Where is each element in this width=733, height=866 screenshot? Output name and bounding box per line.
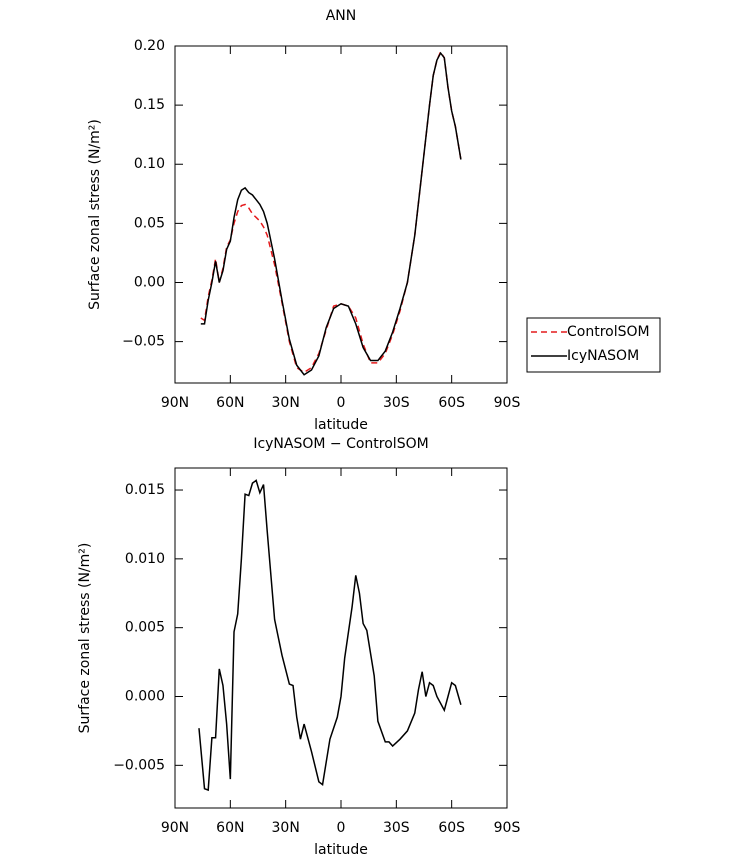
y-tick-label: 0.05 <box>134 215 165 231</box>
y-tick-label: 0.15 <box>134 97 165 113</box>
x-tick-label: 30S <box>383 820 410 836</box>
plot-frame <box>174 45 508 384</box>
x-tick-label: 90N <box>161 395 189 411</box>
legend-box <box>526 317 661 373</box>
data-line <box>198 479 462 792</box>
x-tick-label: 90N <box>161 820 189 836</box>
legend-label: ControlSOM <box>567 324 650 340</box>
x-tick-label: 60N <box>216 820 244 836</box>
y-tick-label: 0.20 <box>134 38 165 54</box>
x-tick-label: 0 <box>337 820 346 836</box>
y-tick-label: 0.010 <box>125 551 165 567</box>
y-tick-label: −0.05 <box>122 334 165 350</box>
plot-frame <box>174 467 508 809</box>
y-tick-label: 0.00 <box>134 274 165 290</box>
x-tick-label: 90S <box>494 820 521 836</box>
y-tick-label: 0.015 <box>125 482 165 498</box>
y-axis-label: Surface zonal stress (N/m²) <box>77 543 93 734</box>
x-tick-label: 30N <box>272 820 300 836</box>
legend-label: IcyNASOM <box>567 348 639 364</box>
x-tick-label: 60S <box>438 820 465 836</box>
x-axis-label: latitude <box>314 842 368 858</box>
y-tick-label: 0.000 <box>125 689 165 705</box>
y-axis-label: Surface zonal stress (N/m²) <box>87 119 103 310</box>
x-tick-label: 60S <box>438 395 465 411</box>
y-tick-label: −0.005 <box>113 757 165 773</box>
x-tick-label: 90S <box>494 395 521 411</box>
x-tick-label: 30N <box>272 395 300 411</box>
chart-title: ANN <box>326 8 357 24</box>
chart-title: IcyNASOM − ControlSOM <box>253 436 428 452</box>
x-axis-label: latitude <box>314 417 368 433</box>
x-tick-label: 30S <box>383 395 410 411</box>
data-line <box>200 51 462 376</box>
y-tick-label: 0.005 <box>125 620 165 636</box>
x-tick-label: 0 <box>337 395 346 411</box>
x-tick-label: 60N <box>216 395 244 411</box>
y-tick-label: 0.10 <box>134 156 165 172</box>
data-line <box>200 50 462 374</box>
